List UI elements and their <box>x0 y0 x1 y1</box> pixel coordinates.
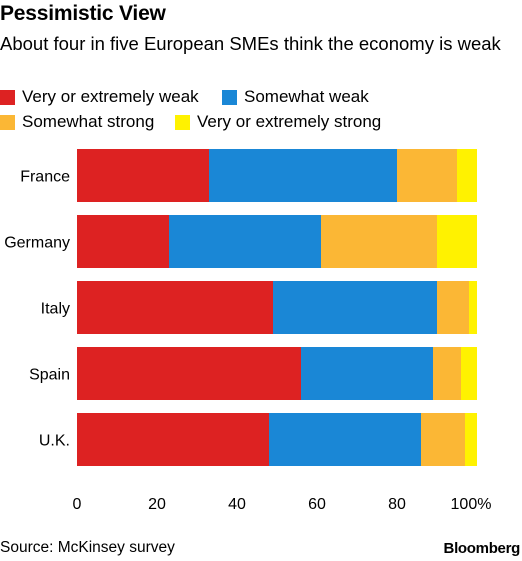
legend-swatch-very-strong <box>175 114 190 130</box>
chart-title: Pessimistic View <box>0 2 166 25</box>
bar-segment-germany-somewhat-strong <box>321 215 437 268</box>
source-note: Source: McKinsey survey <box>0 539 175 556</box>
legend-label-very-weak: Very or extremely weak <box>22 87 199 106</box>
x-tick-label-4: 80 <box>388 496 406 513</box>
legend-swatch-somewhat-strong <box>0 114 15 130</box>
category-label-germany: Germany <box>4 235 70 252</box>
category-label-italy: Italy <box>41 301 70 318</box>
legend-swatch-somewhat-weak <box>222 89 237 105</box>
bar-segment-spain-very-or-extremely-strong <box>461 347 477 400</box>
bar-segment-italy-somewhat-weak <box>273 281 437 334</box>
legend-label-somewhat-weak: Somewhat weak <box>244 87 369 106</box>
legend-item-somewhat-strong: Somewhat strong <box>0 112 154 132</box>
x-tick-label-5: 100% <box>451 496 492 513</box>
x-tick-label-3: 60 <box>308 496 326 513</box>
bar-segment-italy-very-or-extremely-weak <box>77 281 273 334</box>
bar-segment-germany-somewhat-weak <box>169 215 321 268</box>
bar-segment-france-very-or-extremely-strong <box>457 149 477 202</box>
bar-segment-italy-very-or-extremely-strong <box>469 281 477 334</box>
bar-segment-france-somewhat-strong <box>397 149 457 202</box>
category-label-france: France <box>20 169 70 186</box>
bar-segment-spain-very-or-extremely-weak <box>77 347 301 400</box>
legend-item-somewhat-weak: Somewhat weak <box>222 87 369 107</box>
bar-segment-u-k-very-or-extremely-strong <box>465 413 477 466</box>
stacked-bar-chart: France Germany Italy Spain U.K. 0 20 40 60 80 100% <box>4 149 492 513</box>
brand-logo: Bloomberg <box>443 540 521 557</box>
x-tick-label-0: 0 <box>73 496 82 513</box>
legend-swatch-very-weak <box>0 89 15 105</box>
bar-segment-germany-very-or-extremely-weak <box>77 215 169 268</box>
x-tick-label-2: 40 <box>228 496 246 513</box>
legend-label-somewhat-strong: Somewhat strong <box>22 112 155 131</box>
bar-segment-france-very-or-extremely-weak <box>77 149 209 202</box>
category-label-u-k: U.K. <box>39 433 70 450</box>
bar-segment-france-somewhat-weak <box>209 149 397 202</box>
bar-segment-u-k-somewhat-weak <box>269 413 421 466</box>
bar-segment-u-k-somewhat-strong <box>421 413 465 466</box>
category-label-spain: Spain <box>29 367 70 384</box>
legend-item-very-strong: Very or extremely strong <box>175 112 381 132</box>
bar-segment-u-k-very-or-extremely-weak <box>77 413 269 466</box>
bar-segment-italy-somewhat-strong <box>437 281 469 334</box>
x-tick-label-1: 20 <box>148 496 166 513</box>
chart-subtitle: About four in five European SMEs think t… <box>0 33 501 54</box>
bar-segment-spain-somewhat-strong <box>433 347 461 400</box>
bar-segment-spain-somewhat-weak <box>301 347 433 400</box>
legend-label-very-strong: Very or extremely strong <box>197 112 382 131</box>
legend-item-very-weak: Very or extremely weak <box>0 87 199 107</box>
bar-segment-germany-very-or-extremely-strong <box>437 215 477 268</box>
